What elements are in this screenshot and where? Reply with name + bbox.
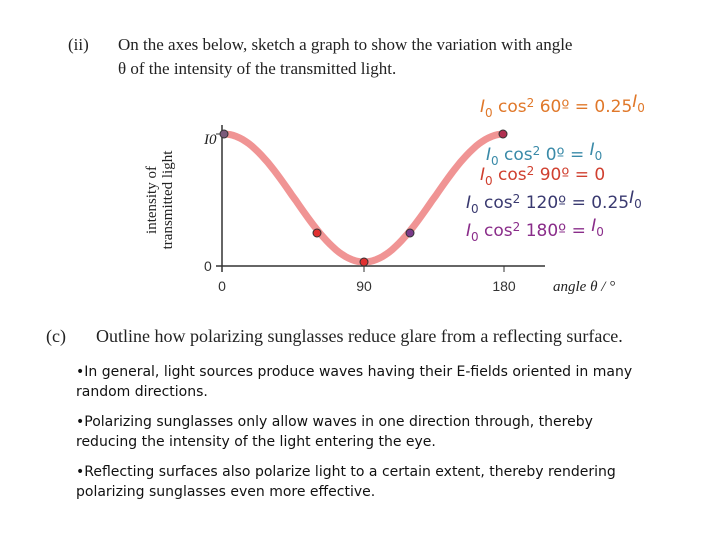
question-text: On the axes below, sketch a graph to sho… — [118, 35, 572, 54]
annotation-part: 0 — [471, 202, 479, 216]
annotation-part: I — [632, 92, 637, 112]
annotation-part: I — [466, 221, 471, 241]
question-text: θ of the intensity of the transmitted li… — [118, 59, 396, 78]
question-text: Outline how polarizing sunglasses reduce… — [96, 326, 623, 346]
annotation-part: 180º = — [520, 221, 591, 241]
annotation-part: 2 — [527, 96, 535, 110]
annotation-part: 0 — [595, 149, 603, 163]
annotation-part: 0 — [485, 106, 493, 120]
annotation: I0 cos2 120º = 0.25I0 — [466, 188, 642, 216]
point — [219, 129, 229, 139]
annotation-part: I — [591, 216, 596, 236]
annotation-part: 2 — [533, 144, 541, 158]
point — [405, 228, 415, 238]
annotation-part: I — [466, 193, 471, 213]
bullet: •Reflecting surfaces also polarize light… — [76, 464, 616, 500]
annotation-part: cos — [479, 193, 513, 213]
annotation-part: I — [486, 145, 491, 165]
annotation-part: 2 — [513, 220, 521, 234]
annotation-part: 60º = 0.25 — [534, 97, 632, 117]
annotation-part: 2 — [513, 192, 521, 206]
annotation-part: I — [629, 188, 634, 208]
annotation-part: cos — [493, 165, 527, 185]
y-label: transmitted light — [160, 150, 176, 250]
annotation-part: I — [480, 165, 485, 185]
annotation-part: 90º = 0 — [534, 165, 605, 185]
annotation: I0 cos2 0º = I0 — [486, 140, 602, 168]
annotation-part: cos — [493, 97, 527, 117]
annotation-part: 0 — [485, 174, 493, 188]
question-label: (c) — [46, 326, 66, 347]
annotation-part: 0 — [637, 101, 645, 115]
annotation-part: cos — [499, 145, 533, 165]
annotation-part: 0 — [596, 225, 604, 239]
point — [359, 257, 369, 267]
y-top-label: I0 — [203, 132, 217, 148]
bullet: •Polarizing sunglasses only allow waves … — [76, 414, 593, 450]
annotation-part: I — [590, 140, 595, 160]
annotation-part: cos — [479, 221, 513, 241]
y-zero-label: 0 — [204, 258, 212, 274]
annotation: I0 cos2 180º = I0 — [466, 216, 604, 244]
bullet: •In general, light sources produce waves… — [76, 364, 633, 400]
bullet-list: •In general, light sources produce waves… — [76, 362, 636, 512]
sketch-curve — [220, 130, 508, 266]
annotation-part: 0 — [491, 154, 499, 168]
annotation-part: I — [480, 97, 485, 117]
annotation-part: 0 — [471, 230, 479, 244]
annotation-part: 2 — [527, 164, 535, 178]
point — [312, 228, 322, 238]
annotation: I0 cos2 90º = 0 — [480, 164, 605, 188]
annotation-part: 0º = — [540, 145, 589, 165]
x-label: angle θ / ° — [553, 279, 615, 295]
annotation-part: 0 — [634, 197, 642, 211]
x-tick-label: 0 — [218, 278, 226, 294]
x-tick-label: 180 — [492, 278, 516, 294]
point — [498, 129, 508, 139]
question-label: (ii) — [68, 35, 89, 54]
x-tick-label: 90 — [356, 278, 372, 294]
annotation-part: 120º = 0.25 — [520, 193, 629, 213]
y-label: intensity of — [144, 166, 160, 234]
annotation: I0 cos2 60º = 0.25I0 — [480, 92, 645, 120]
